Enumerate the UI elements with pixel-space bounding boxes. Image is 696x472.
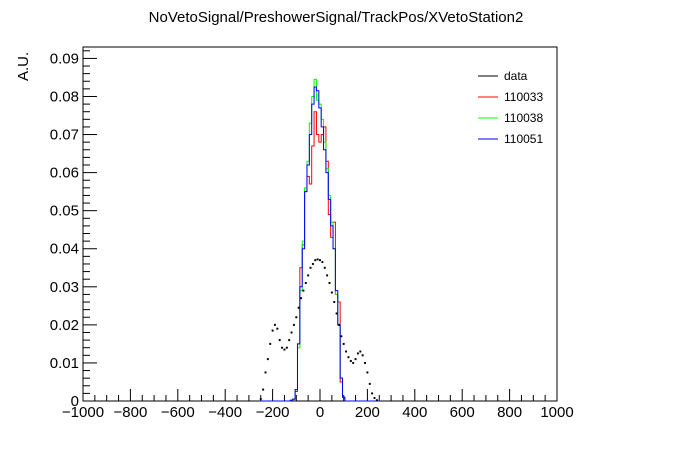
y-tick-label: 0.07 (50, 127, 79, 144)
plot-frame (82, 46, 558, 402)
legend-label-110033: 110033 (504, 90, 543, 104)
legend-label-data: data (504, 69, 528, 83)
y-tick-label: 0.02 (50, 317, 79, 334)
legend-label-110051: 110051 (504, 132, 543, 146)
series-110033-line (259, 111, 381, 402)
x-tick-label: −400 (208, 404, 242, 421)
x-tick-label: −1000 (62, 404, 104, 421)
y-tick-label: 0.09 (50, 50, 79, 67)
series-layer (259, 78, 381, 402)
y-tick-label: 0.08 (50, 88, 79, 105)
y-axis: 0 0.01 0.02 0.03 0.04 0.05 0.06 0.07 0.08 0.09 (50, 50, 97, 410)
x-tick-label: −600 (161, 404, 195, 421)
x-tick-label: −200 (256, 404, 290, 421)
x-tick-label: 200 (355, 404, 380, 421)
y-tick-label: 0.04 (50, 241, 79, 258)
y-tick-label: 0.01 (50, 355, 79, 372)
y-tick-label: 0.05 (50, 203, 79, 220)
x-tick-label: 1000 (540, 404, 573, 421)
y-tick-label: 0.06 (50, 165, 79, 182)
x-axis: −1000 −800 −600 −400 −200 0 200 400 600 800 1000 (62, 389, 574, 421)
y-axis-title: A.U. (15, 52, 32, 81)
x-tick-label: 400 (402, 404, 427, 421)
x-tick-label: −800 (114, 404, 148, 421)
y-tick-label: 0.03 (50, 279, 79, 296)
x-tick-label: 800 (497, 404, 522, 421)
series-110051-line (259, 86, 381, 402)
x-tick-label: 600 (450, 404, 475, 421)
series-110038-line (259, 78, 381, 402)
legend-label-110038: 110038 (504, 111, 543, 125)
legend: data 110033 110038 110051 (478, 69, 543, 146)
y-tick-label: 0 (71, 393, 79, 410)
x-tick-label: 0 (316, 404, 324, 421)
chart-title: NoVetoSignal/PreshowerSignal/TrackPos/XV… (149, 9, 524, 26)
